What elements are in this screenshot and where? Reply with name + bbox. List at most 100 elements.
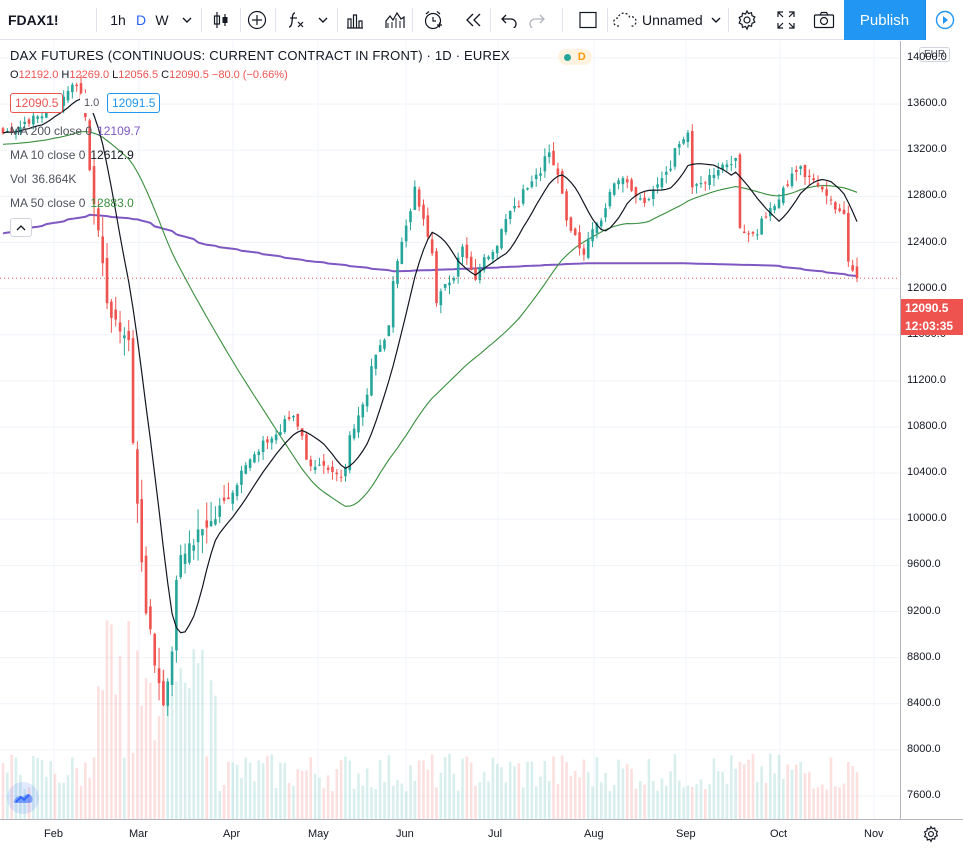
volume-bar <box>36 757 39 819</box>
indicator-ma200[interactable]: MA 200 close 0 12109.7 <box>10 124 140 138</box>
layout-name-button[interactable]: Unnamed <box>612 0 708 40</box>
candle-body <box>647 199 651 201</box>
undo-button[interactable] <box>496 0 522 40</box>
fullscreen-button[interactable] <box>772 0 800 40</box>
indicator-volume[interactable]: Vol 36.864K <box>10 172 76 186</box>
redo-button[interactable] <box>524 0 550 40</box>
indicators-button[interactable] <box>282 0 310 40</box>
volume-bar <box>487 781 490 819</box>
volume-bar <box>435 787 438 819</box>
volume-bar <box>560 755 564 819</box>
sell-price-button[interactable]: 12090.5 <box>10 93 64 113</box>
volume-bar <box>357 773 360 819</box>
volume-bar <box>621 768 625 819</box>
interval-w-button[interactable]: W <box>155 12 169 28</box>
symbol-search-button[interactable]: FDAX1! <box>8 12 59 28</box>
volume-bar <box>140 705 144 819</box>
volume-bar <box>352 788 356 819</box>
volume-bar <box>690 786 694 819</box>
volume-bar <box>10 754 13 819</box>
volume-bar <box>851 765 854 819</box>
volume-bar <box>751 754 755 819</box>
candle-body <box>703 182 707 184</box>
candle-body <box>114 309 118 320</box>
currency-badge[interactable]: EUR <box>919 47 951 62</box>
compare-symbol-button[interactable] <box>243 0 271 40</box>
candle-body <box>266 439 269 443</box>
indicator-ma50[interactable]: MA 50 close 0 12883.0 <box>10 196 134 210</box>
bar-replay-button[interactable] <box>459 0 487 40</box>
redo-icon <box>529 14 545 28</box>
candle-body <box>123 335 126 339</box>
candle-body <box>400 241 404 265</box>
indicator-ma10[interactable]: MA 10 close 0 12612.9 <box>10 148 134 162</box>
volume-bar <box>58 782 61 819</box>
candle-body <box>543 156 547 172</box>
candle-body <box>136 449 139 504</box>
bar-countdown-label: 12:03:35 <box>901 317 963 335</box>
candle-body <box>274 434 278 441</box>
volume-bar <box>534 786 538 819</box>
candle-body <box>773 205 776 211</box>
layout-dropdown-button[interactable] <box>709 0 723 40</box>
indicator-label: Vol <box>10 172 27 186</box>
buy-price-button[interactable]: 12091.5 <box>107 93 161 113</box>
volume-bar <box>573 770 577 819</box>
volume-bar <box>448 753 451 819</box>
scale-settings-button[interactable] <box>922 825 940 848</box>
templates-button[interactable] <box>341 0 369 40</box>
volume-bar <box>45 776 48 819</box>
candle-body <box>253 454 256 463</box>
interval-dropdown-button[interactable] <box>180 0 194 40</box>
templates-layout-button[interactable] <box>381 0 409 40</box>
chart-pane[interactable] <box>0 41 900 819</box>
candle-body <box>803 164 807 178</box>
chevron-down-icon <box>182 17 192 23</box>
volume-bar <box>417 760 421 819</box>
price-chart[interactable] <box>0 41 900 819</box>
volume-bar <box>222 784 226 819</box>
candle-body <box>565 191 568 221</box>
candle-body <box>417 189 421 207</box>
volume-bar <box>803 773 807 819</box>
candle-body <box>205 520 209 528</box>
volume-bar <box>218 790 222 819</box>
price-scale[interactable]: EUR 14000.0 13600.0 13200.0 12800.0 12400.0 1… <box>900 41 963 819</box>
candle-body <box>669 168 672 171</box>
volume-bar <box>400 783 404 819</box>
interval-1h-button[interactable]: 1h <box>110 12 126 28</box>
play-button[interactable] <box>925 0 963 40</box>
fullscreen-layout-button[interactable] <box>574 0 602 40</box>
publish-button[interactable]: Publish <box>844 0 925 40</box>
candles-icon <box>213 12 228 28</box>
volume-bars <box>1 620 859 819</box>
volume-bar <box>348 760 352 819</box>
volume-bar <box>344 756 347 819</box>
symbol-title[interactable]: DAX FUTURES (CONTINUOUS: CURRENT CONTRAC… <box>10 48 510 63</box>
candle-body <box>378 345 382 352</box>
tradingview-logo[interactable] <box>7 782 39 814</box>
volume-bar <box>378 759 382 819</box>
candle-body <box>10 127 13 133</box>
collapse-legend-button[interactable] <box>10 218 32 237</box>
candle-body <box>777 199 781 208</box>
volume-bar <box>617 759 620 819</box>
candle-body <box>838 208 841 211</box>
volume-bar <box>157 716 161 819</box>
candle-body <box>504 219 508 233</box>
volume-bar <box>248 762 252 819</box>
market-status-badge[interactable]: D <box>558 49 592 65</box>
candle-body <box>175 580 178 651</box>
chart-style-button[interactable] <box>206 0 236 40</box>
volume-bar <box>821 784 824 819</box>
alert-button[interactable] <box>419 0 447 40</box>
indicators-dropdown-button[interactable] <box>316 0 330 40</box>
candle-body <box>847 212 850 262</box>
chart-settings-button[interactable] <box>733 0 761 40</box>
screenshot-button[interactable] <box>810 0 838 40</box>
price-tick-label: 13600.0 <box>907 97 947 110</box>
time-scale[interactable]: Feb Mar Apr May Jun Jul Aug Sep Oct Nov <box>0 819 963 848</box>
candle-body <box>799 166 802 169</box>
interval-d-button[interactable]: D <box>135 12 147 28</box>
candle-body <box>435 251 438 304</box>
